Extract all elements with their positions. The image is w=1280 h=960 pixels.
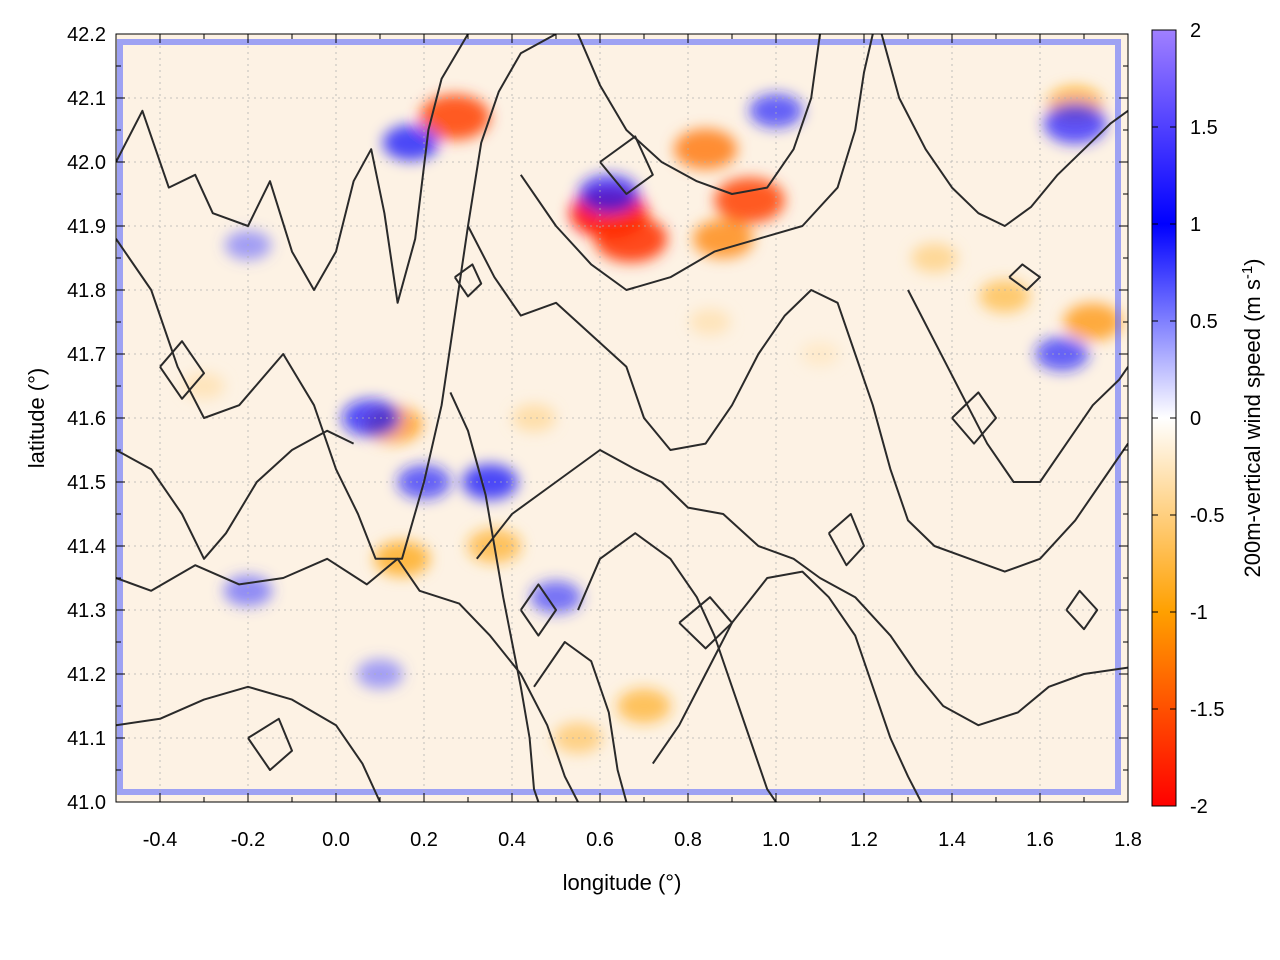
x-tick-label: 0.8 <box>674 829 702 851</box>
domain-boundary-band <box>117 39 1121 795</box>
x-tick-label: 1.6 <box>1026 829 1054 851</box>
closed-contour <box>827 513 865 567</box>
contour-line <box>880 34 1128 227</box>
contour-line <box>476 449 1128 727</box>
colorbar-tick-label: -1.5 <box>1190 699 1224 721</box>
contour-line <box>651 570 923 802</box>
y-tick-label: 42.2 <box>67 24 106 46</box>
contour-lines <box>116 34 1128 802</box>
heatmap-hotspot <box>1043 103 1107 144</box>
closed-contour <box>159 340 205 400</box>
y-tick-label: 41.6 <box>67 408 106 430</box>
contour-line <box>116 685 381 802</box>
colorbar-tick-label: -1 <box>1190 602 1208 624</box>
heatmap-hotspot <box>512 404 556 432</box>
colorbar-label-main: 200m-vertical wind speed (m s <box>1240 279 1265 577</box>
heatmap-hotspot <box>979 280 1031 313</box>
x-tick-label: -0.4 <box>143 829 177 851</box>
x-tick-label: 1.4 <box>938 829 966 851</box>
heatmap-hotspot <box>419 94 490 140</box>
x-tick-label: 1.8 <box>1114 829 1142 851</box>
closed-contour <box>951 391 997 445</box>
colorbar-label-end: ) <box>1240 258 1265 265</box>
contour-line <box>116 34 469 304</box>
heatmap-hotspot <box>342 399 401 437</box>
closed-contour <box>453 263 483 298</box>
x-tick-label: 1.0 <box>762 829 790 851</box>
colorbar-tick-label: 1.5 <box>1190 117 1218 139</box>
x-tick-label: 1.2 <box>850 829 878 851</box>
heatmap-hotspot <box>1035 336 1089 372</box>
heatmap-hotspot <box>692 219 754 259</box>
heatmap-hotspot <box>911 243 958 273</box>
contour-line <box>577 34 821 195</box>
boundary-band <box>117 39 1121 795</box>
contour-line <box>577 532 777 802</box>
x-tick-label: 0.6 <box>586 829 614 851</box>
y-tick-label: 42.1 <box>67 88 106 110</box>
y-tick-label: 42.0 <box>67 152 106 174</box>
colorbar-tick-label: 1 <box>1190 214 1201 236</box>
contour-line <box>116 34 557 560</box>
closed-contour <box>678 596 733 650</box>
x-axis: -0.4 -0.2 0.0 0.2 0.4 0.6 0.8 1.0 1.2 1.4 1.6 1.8 <box>115 34 1142 851</box>
y-tick-label: 41.3 <box>67 600 106 622</box>
colorbar-label: 200m-vertical wind speed (m s-1) <box>1239 258 1265 577</box>
heatmap-hotspot <box>617 688 671 724</box>
heatmap-hotspot <box>382 124 439 161</box>
colorbar: 2 1.5 1 0.5 0 -0.5 -1 -1.5 -2 200m-vertical wind… <box>1151 20 1265 818</box>
y-tick-label: 41.5 <box>67 472 106 494</box>
heatmap-hotspot <box>1063 303 1123 341</box>
x-tick-label: 0.0 <box>322 829 350 851</box>
heatmap-hotspot <box>674 128 738 170</box>
x-tick-label: -0.2 <box>231 829 265 851</box>
contour-line <box>533 641 628 802</box>
contour-line <box>449 391 540 802</box>
heatmap-hotspot <box>578 174 640 214</box>
heatmap-hotspot <box>530 580 582 614</box>
heatmap-hotspot <box>594 215 668 263</box>
colorbar-ticks: 2 1.5 1 0.5 0 -0.5 -1 -1.5 -2 <box>1152 20 1224 818</box>
heatmap-hotspot <box>689 308 731 336</box>
x-tick-label: 0.4 <box>498 829 526 851</box>
closed-contour <box>1065 589 1099 631</box>
contour-line <box>116 429 355 560</box>
y-axis: 41.0 41.1 41.2 41.3 41.4 41.5 41.6 41.7 41.8 41.9… <box>67 24 1128 814</box>
x-axis-label: longitude (°) <box>563 870 682 895</box>
closed-contour <box>519 583 557 637</box>
plot-area: -0.4 -0.2 0.0 0.2 0.4 0.6 0.8 1.0 1.2 1.4 1.6 1.8 4… <box>67 24 1142 851</box>
contour-line <box>467 225 1128 573</box>
colorbar-tick-label: -2 <box>1190 796 1208 818</box>
heatmap-hotspot <box>714 177 785 224</box>
y-tick-label: 41.9 <box>67 216 106 238</box>
heatmap-hotspot <box>183 372 225 400</box>
contour-line <box>907 289 1128 483</box>
colorbar-label-sup: -1 <box>1239 266 1256 279</box>
y-tick-label: 41.1 <box>67 728 106 750</box>
y-tick-label: 41.8 <box>67 280 106 302</box>
contour-line <box>116 557 579 802</box>
contour-line <box>519 34 874 291</box>
y-tick-label: 41.2 <box>67 664 106 686</box>
colorbar-tick-label: -0.5 <box>1190 505 1224 527</box>
closed-contour <box>599 135 654 195</box>
y-axis-label: latitude (°) <box>24 368 49 469</box>
y-tick-label: 41.4 <box>67 536 106 558</box>
colorbar-tick-label: 0 <box>1190 408 1201 430</box>
y-tick-label: 41.7 <box>67 344 106 366</box>
y-tick-label: 41.0 <box>67 792 106 814</box>
colorbar-tick-label: 0.5 <box>1190 311 1218 333</box>
closed-contour <box>1008 263 1041 291</box>
closed-contour <box>247 717 293 771</box>
colorbar-tick-label: 2 <box>1190 20 1201 42</box>
heatmap-hotspot <box>749 93 803 128</box>
x-tick-label: 0.2 <box>410 829 438 851</box>
